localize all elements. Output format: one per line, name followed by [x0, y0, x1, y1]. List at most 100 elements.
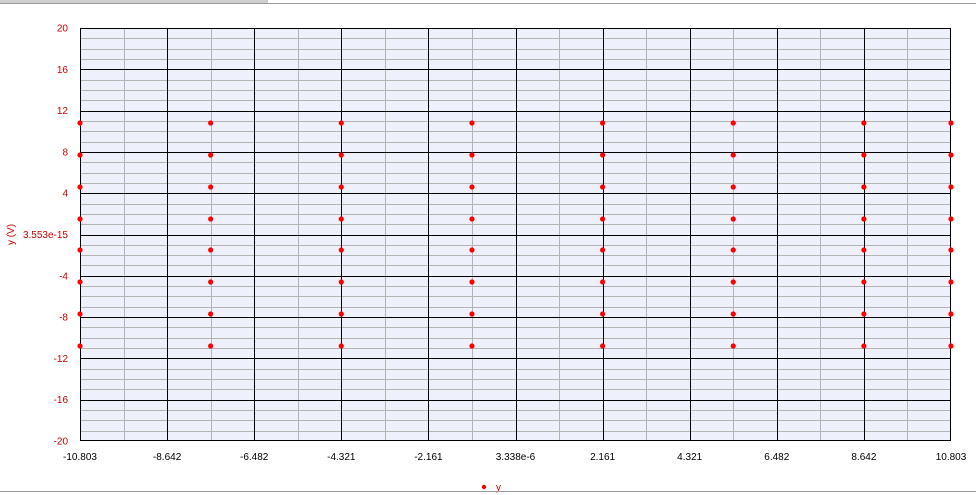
data-point [208, 343, 214, 349]
data-point [77, 216, 83, 222]
x-tick-label: 3.338e-6 [496, 452, 536, 463]
window-top-bar [0, 0, 976, 5]
data-point [77, 247, 83, 253]
data-point [948, 279, 954, 285]
data-point [469, 311, 475, 317]
data-point [600, 152, 606, 158]
data-point [861, 311, 867, 317]
y-tick-label: -16 [54, 395, 69, 406]
data-point [338, 311, 344, 317]
data-point [861, 152, 867, 158]
data-point [948, 247, 954, 253]
data-point [77, 152, 83, 158]
minor-grid [80, 28, 951, 441]
y-tick-label: 20 [57, 24, 69, 35]
data-point [208, 311, 214, 317]
data-point [600, 279, 606, 285]
major-grid [80, 28, 951, 441]
data-point [948, 216, 954, 222]
data-point [208, 184, 214, 190]
x-tick-label: 6.482 [764, 452, 789, 463]
x-tick-label: -4.321 [327, 452, 356, 463]
plot-area [80, 28, 951, 441]
y-tick-label: -8 [59, 313, 68, 324]
data-point [861, 216, 867, 222]
data-point [861, 343, 867, 349]
data-point [208, 216, 214, 222]
data-point [469, 216, 475, 222]
data-point [861, 120, 867, 126]
data-point [730, 152, 736, 158]
bottom-divider [0, 491, 976, 492]
data-point [730, 247, 736, 253]
data-point [948, 120, 954, 126]
data-point [730, 216, 736, 222]
legend-marker-y [481, 484, 487, 490]
data-point [77, 311, 83, 317]
y-tick-label: 4 [62, 189, 68, 200]
data-point [861, 184, 867, 190]
y-tick-label: 3.553e-15 [23, 230, 68, 241]
data-point [469, 279, 475, 285]
legend: y [481, 483, 501, 494]
data-point [208, 247, 214, 253]
data-point [600, 343, 606, 349]
data-point [469, 247, 475, 253]
y-tick-label: -20 [54, 437, 69, 448]
data-point [948, 152, 954, 158]
y-tick-label: 8 [62, 147, 68, 158]
x-tick-label: -6.482 [240, 452, 269, 463]
data-point [208, 120, 214, 126]
data-points [77, 120, 954, 349]
data-point [861, 247, 867, 253]
data-point [338, 120, 344, 126]
y-axis-ticks: 20 16 12 8 4 3.553e-15 -4 -8 -12 -16 -20 [23, 24, 68, 448]
x-tick-label: 8.642 [851, 452, 876, 463]
data-point [948, 184, 954, 190]
data-point [730, 311, 736, 317]
data-point [338, 343, 344, 349]
tab-strip [0, 0, 268, 3]
data-point [730, 120, 736, 126]
y-tick-label: 12 [57, 106, 69, 117]
data-point [338, 216, 344, 222]
data-point [469, 120, 475, 126]
top-divider [0, 3, 976, 4]
data-point [469, 343, 475, 349]
data-point [948, 343, 954, 349]
legend-label-y: y [496, 483, 501, 494]
plot-border [80, 28, 951, 441]
x-tick-label: 4.321 [677, 452, 702, 463]
data-point [600, 247, 606, 253]
data-point [338, 279, 344, 285]
y-tick-label: -4 [59, 271, 68, 282]
data-point [948, 311, 954, 317]
data-point [77, 343, 83, 349]
data-point [861, 279, 867, 285]
x-tick-label: -10.803 [63, 452, 97, 463]
y-tick-label: -12 [54, 354, 69, 365]
x-axis-ticks: -10.803 -8.642 -6.482 -4.321 -2.161 3.338e-6 2… [63, 452, 967, 463]
data-point [338, 184, 344, 190]
x-tick-label: 10.803 [936, 452, 967, 463]
data-point [338, 152, 344, 158]
data-point [730, 184, 736, 190]
data-point [469, 152, 475, 158]
data-point [600, 184, 606, 190]
data-point [77, 120, 83, 126]
data-point [730, 343, 736, 349]
data-point [208, 279, 214, 285]
data-point [338, 247, 344, 253]
x-tick-label: 2.161 [590, 452, 615, 463]
y-tick-label: 16 [57, 65, 69, 76]
data-point [600, 120, 606, 126]
data-point [730, 279, 736, 285]
y-axis-label: y (V) [6, 224, 17, 245]
data-point [600, 216, 606, 222]
x-tick-label: -8.642 [153, 452, 182, 463]
x-tick-label: -2.161 [414, 452, 443, 463]
data-point [208, 152, 214, 158]
data-point [600, 311, 606, 317]
data-point [469, 184, 475, 190]
